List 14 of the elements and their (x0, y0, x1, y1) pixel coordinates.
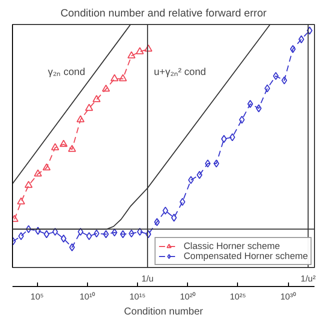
legend-label: Compensated Horner scheme (184, 251, 308, 261)
legend-label: Classic Horner scheme (184, 241, 280, 251)
ref-line-label: 1/u² (300, 274, 316, 284)
x-tick-label: 10⁵ (30, 292, 44, 302)
x-axis-title: Condition number (124, 306, 204, 318)
x-tick-label: 10¹⁵ (129, 292, 146, 302)
x-tick-label: 10¹⁰ (80, 292, 96, 302)
x-tick-label: 10²⁰ (180, 292, 196, 302)
x-tick-label: 10³⁰ (280, 292, 296, 302)
annotation: γ₂ₙ cond (48, 67, 86, 78)
x-tick-label: 10²⁵ (230, 292, 246, 302)
annotation: u+γ₂ₙ² cond (154, 67, 206, 78)
chart-title: Condition number and relative forward error (60, 8, 268, 20)
ref-line-label: 1/u (142, 274, 154, 284)
